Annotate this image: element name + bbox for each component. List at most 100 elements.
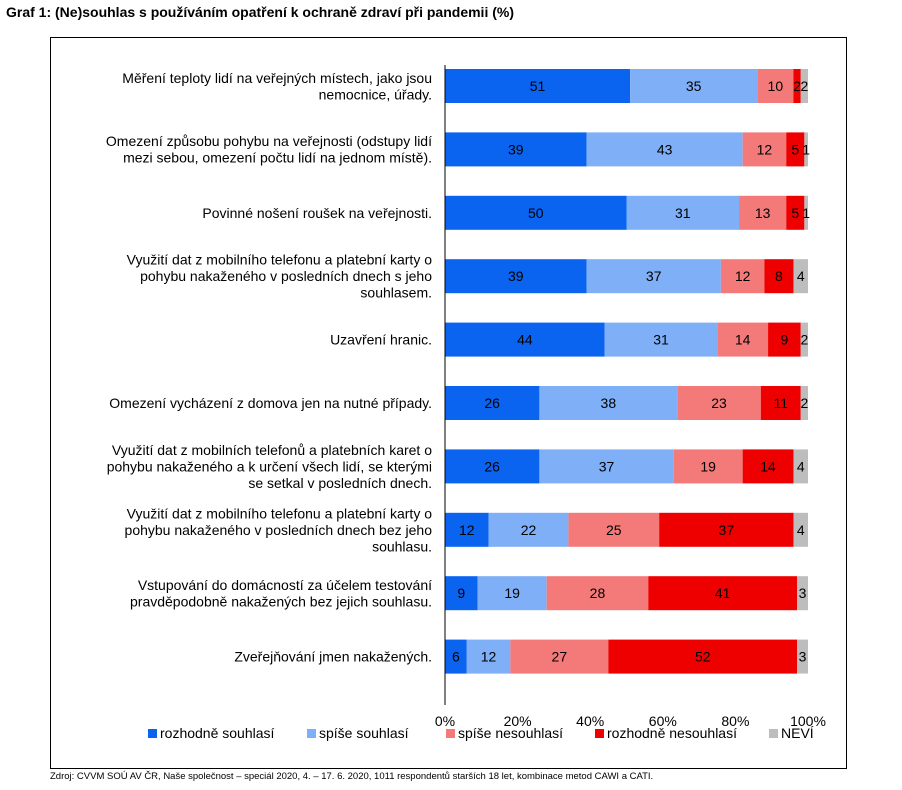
- legend-label: NEVÍ: [781, 725, 814, 741]
- category-label: Vstupování do domácností za účelem testo…: [130, 577, 432, 610]
- chart-frame: [50, 37, 847, 769]
- bar-segment: [445, 132, 587, 167]
- data-label: 3: [799, 585, 807, 601]
- bar-segment: [800, 322, 808, 357]
- data-label: 5: [791, 141, 799, 157]
- bar-segment: [586, 259, 721, 294]
- data-label: 14: [735, 332, 751, 348]
- data-label: 37: [599, 458, 615, 474]
- bar-segment: [768, 322, 801, 357]
- data-label: 26: [484, 395, 500, 411]
- data-label: 12: [735, 268, 751, 284]
- bar-segment: [630, 69, 758, 103]
- data-label: 37: [719, 522, 735, 538]
- data-label: 35: [686, 78, 702, 94]
- bar-segment: [445, 322, 605, 357]
- data-label: 2: [793, 78, 801, 94]
- bar-segment: [539, 449, 674, 484]
- bar-segment: [626, 195, 740, 230]
- bar-segment: [445, 512, 489, 547]
- data-label: 2: [800, 395, 808, 411]
- bar-segment: [764, 259, 794, 294]
- data-label: 39: [508, 268, 524, 284]
- data-label: 44: [517, 332, 533, 348]
- bar-segment: [659, 512, 794, 547]
- data-label: 31: [675, 205, 691, 221]
- data-label: 27: [552, 649, 568, 665]
- bar-segment: [677, 386, 761, 420]
- data-label: 31: [653, 332, 669, 348]
- legend-swatch: [148, 729, 157, 738]
- category-label: Zveřejňování jmen nakažených.: [234, 649, 432, 665]
- bar-segment: [742, 132, 787, 167]
- data-label: 3: [799, 649, 807, 665]
- bar-segment: [804, 132, 808, 167]
- bar-segment: [797, 576, 808, 611]
- bar-segment: [804, 195, 808, 230]
- data-label: 2: [800, 78, 808, 94]
- category-label: Uzavření hranic.: [330, 332, 432, 348]
- bar-segment: [604, 322, 718, 357]
- data-label: 11: [774, 395, 789, 411]
- data-label: 1: [802, 205, 810, 221]
- data-label: 1: [802, 141, 810, 157]
- data-label: 22: [521, 522, 537, 538]
- legend-label: rozhodně nesouhlasí: [607, 725, 737, 741]
- legend-label: spíše nesouhlasí: [458, 725, 563, 741]
- legend-label: rozhodně souhlasí: [160, 725, 275, 741]
- data-label: 28: [590, 585, 606, 601]
- data-label: 8: [775, 268, 783, 284]
- data-label: 43: [657, 141, 673, 157]
- legend-swatch: [307, 729, 316, 738]
- data-label: 19: [504, 585, 520, 601]
- category-label: Využití dat z mobilního telefonu a plate…: [127, 252, 433, 301]
- data-label: 14: [760, 458, 776, 474]
- category-label: Povinné nošení roušek na veřejnosti.: [202, 205, 432, 221]
- category-label: Měření teploty lidí na veřejných místech…: [122, 70, 432, 103]
- data-label: 4: [797, 268, 805, 284]
- bar-segment: [445, 195, 627, 230]
- data-label: 23: [711, 395, 727, 411]
- source-note: Zdroj: CVVM SOÚ AV ČR, Naše společnost –…: [50, 771, 654, 782]
- bar-segment: [757, 69, 794, 103]
- bar-segment: [797, 639, 808, 674]
- data-label: 38: [601, 395, 617, 411]
- data-label: 12: [481, 649, 497, 665]
- bar-segment: [445, 259, 587, 294]
- data-label: 37: [646, 268, 662, 284]
- bar-segment: [720, 259, 765, 294]
- bar-segment: [673, 449, 743, 484]
- bar-segment: [546, 576, 649, 611]
- bar-segment: [445, 639, 467, 674]
- data-label: 39: [508, 141, 524, 157]
- data-label: 5: [791, 205, 799, 221]
- bar-segment: [466, 639, 511, 674]
- data-label: 4: [797, 522, 805, 538]
- legend-swatch: [769, 729, 778, 738]
- legend-swatch: [595, 729, 604, 738]
- data-label: 9: [781, 332, 789, 348]
- bar-segment: [739, 195, 787, 230]
- bar-segment: [793, 69, 801, 103]
- data-label: 13: [755, 205, 771, 221]
- bar-segment: [488, 512, 569, 547]
- bar-segment: [445, 449, 540, 484]
- category-label: Využití dat z mobilního telefonu a plate…: [125, 505, 433, 554]
- bar-segment: [786, 195, 805, 230]
- data-label: 9: [457, 585, 465, 601]
- data-label: 4: [797, 458, 805, 474]
- bar-segment: [445, 576, 478, 611]
- bar-segment: [786, 132, 805, 167]
- x-tick-label: 0%: [435, 713, 455, 729]
- bar-segment: [608, 639, 798, 674]
- bar-segment: [742, 449, 794, 484]
- bar-segment: [586, 132, 743, 167]
- data-label: 52: [695, 649, 711, 665]
- bar-segment: [477, 576, 547, 611]
- bar-segment: [800, 69, 808, 103]
- x-tick-label: 60%: [649, 713, 677, 729]
- bar-segment: [648, 576, 798, 611]
- bar-segment: [445, 69, 631, 103]
- category-label: Omezení vycházení z domova jen na nutné …: [109, 395, 432, 411]
